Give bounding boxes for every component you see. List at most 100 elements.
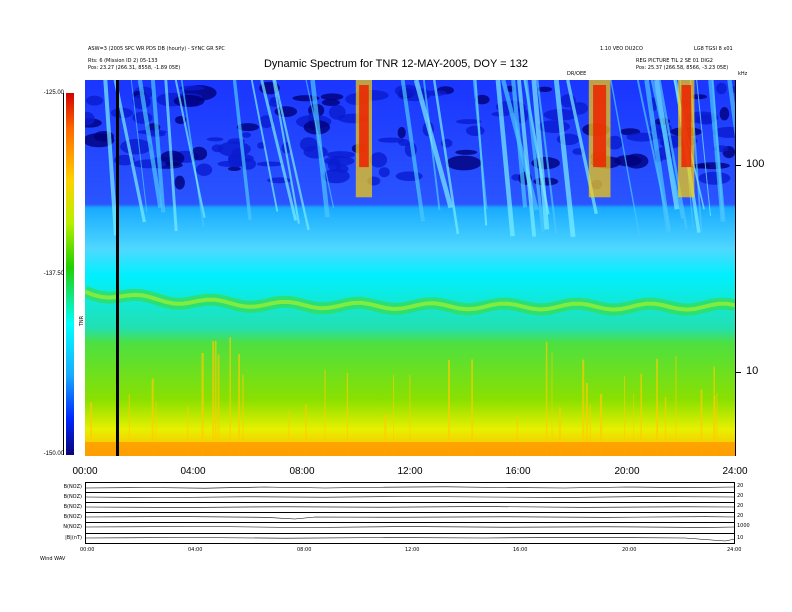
x-tick-1: 04:00 [180, 466, 206, 477]
dark-patch [190, 146, 208, 161]
dark-patch [537, 86, 553, 92]
header-right-line2: LG8 TGSI 8 x01 [694, 46, 733, 52]
dark-patch [466, 125, 485, 136]
bottom-tick-2: 08:00 [297, 547, 312, 553]
dark-patch [394, 84, 419, 98]
emission-streak [610, 80, 640, 236]
panel-traces [85, 486, 735, 542]
dark-patch [299, 137, 318, 152]
header-left-line3: Pos: 23.27 (266.31, 8558, -1.89 05E) [88, 65, 181, 71]
emission-streak [536, 80, 558, 234]
dark-patch [455, 149, 478, 155]
emission-streak [636, 80, 671, 232]
dark-patch [241, 132, 252, 138]
panel-right-4: 1000 [737, 523, 750, 529]
emission-streak [273, 80, 310, 231]
colorbar-tick-mid: -137.50 [43, 271, 64, 277]
dark-patch [85, 95, 104, 106]
x-tick-4: 16:00 [505, 466, 531, 477]
emission-streak [658, 80, 688, 230]
spectrogram [85, 80, 735, 456]
dark-patch [256, 161, 284, 167]
dark-patch [712, 126, 735, 138]
dark-patch [377, 137, 405, 143]
header-left-line1: ASW=3 (2005 SPC WR PDS DB (hourly) - SYN… [88, 46, 225, 52]
burst-core-0 [359, 85, 369, 168]
bottom-tick-3: 12:00 [405, 547, 420, 553]
panel-label-0: B(NOZ) [63, 484, 82, 490]
dark-patch [378, 167, 390, 178]
panel-label-2: B(NOZ) [63, 504, 82, 510]
emission-streak [727, 80, 735, 139]
dark-patch [174, 175, 185, 190]
dark-patch [321, 99, 340, 106]
header-right-line3: REG PICTURE TIL 2 SE 01 DIG2 [636, 58, 713, 64]
dark-patch [614, 155, 642, 167]
dark-patch [179, 85, 205, 91]
emission-streak [180, 80, 205, 228]
emission-streak [130, 80, 148, 212]
header-right-line4: Pos: 25.37 (266.58, 8566, -3.23 05E) [636, 65, 729, 71]
emission-streak [413, 80, 454, 209]
dark-patch [606, 135, 623, 150]
header-right-line1: 1.10 VEO DU2CO [600, 46, 643, 52]
x-tick-2: 08:00 [289, 466, 315, 477]
panel-label-4: N(NOZ) [63, 524, 82, 530]
emission-streak [174, 80, 206, 218]
emission-streak [305, 80, 335, 209]
chart-title: Dynamic Spectrum for TNR 12-MAY-2005, DO… [263, 58, 528, 70]
dark-patch [211, 144, 224, 153]
emission-streak [472, 80, 488, 210]
header-left-line2: Rts: 6 (Mission ID 2) 05-133 [88, 58, 158, 64]
plasma-line-core [85, 289, 735, 312]
dark-patch [327, 158, 341, 172]
emission-streak [272, 80, 300, 224]
emission-streak [400, 80, 425, 222]
unit-label: kHz [738, 71, 748, 77]
dark-patch [369, 152, 388, 168]
dark-patch [397, 126, 406, 139]
dark-patch [228, 153, 254, 163]
bottom-tick-5: 20:00 [622, 547, 637, 553]
colorbar-tick-top: -125.00 [43, 90, 64, 96]
emission-streak [650, 80, 685, 220]
bottom-tick-4: 16:00 [513, 547, 528, 553]
y-tick-10: 10 [746, 365, 759, 377]
emission-streak [432, 80, 460, 235]
footer-label: Wind WAV [40, 556, 66, 562]
dark-patch [719, 107, 730, 121]
emission-streak [495, 80, 515, 237]
y-tick-100: 100 [746, 158, 765, 170]
bottom-tick-0: 00:00 [80, 547, 95, 553]
emission-streak [531, 80, 550, 230]
dark-patch [228, 166, 241, 171]
emission-streak [553, 80, 576, 238]
dark-patch [196, 163, 213, 176]
x-tick-0: 00:00 [72, 466, 98, 477]
dark-patch [455, 119, 482, 125]
dark-patch [320, 93, 344, 101]
colorbar [66, 93, 74, 455]
dark-patch [698, 171, 731, 185]
colorbar-tick-bottom: -150.00 [43, 451, 64, 457]
panel-label-5: |B|(nT) [65, 535, 82, 541]
emission-streak [708, 80, 726, 223]
dark-patch [322, 168, 350, 184]
emission-streak [696, 80, 711, 217]
dark-patch [137, 129, 167, 135]
dark-patch [533, 177, 559, 186]
floor-band [85, 442, 735, 456]
burst-core-1 [593, 85, 607, 168]
emission-streak [511, 80, 528, 208]
data-gap [116, 80, 119, 456]
emission-streak [137, 80, 163, 208]
x-tick-5: 20:00 [614, 466, 640, 477]
dark-patch [474, 94, 490, 105]
panel-right-1: 20 [737, 493, 744, 499]
panel-right-0: 20 [737, 483, 744, 489]
emission-streak [164, 80, 178, 232]
panel-right-3: 20 [737, 513, 744, 519]
bottom-tick-1: 04:00 [188, 547, 203, 553]
emission-streak [260, 80, 298, 221]
dark-patch [328, 104, 346, 120]
